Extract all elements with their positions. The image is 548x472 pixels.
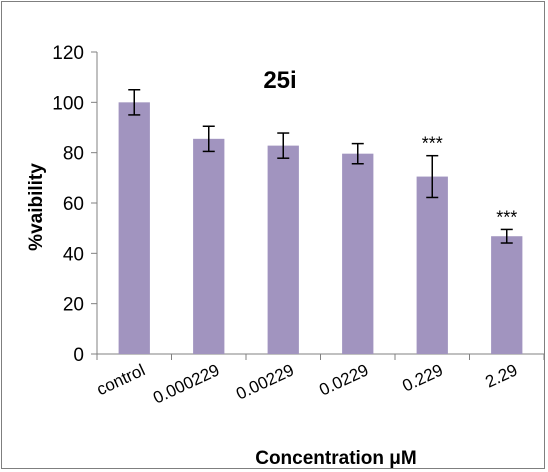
y-tick-label: 80 <box>63 144 84 165</box>
y-tick-label: 120 <box>52 43 84 64</box>
bar-0.0229 <box>342 153 374 354</box>
y-tick-label: 20 <box>63 295 84 316</box>
y-tick-label: 40 <box>63 244 84 265</box>
y-tick-label: 0 <box>73 345 84 366</box>
error-bar-control <box>128 89 141 116</box>
significance-labels: *** *** <box>422 134 518 228</box>
x-axis-title: Concentration μM <box>255 448 417 469</box>
bar-control <box>118 102 150 354</box>
category-label: control <box>94 360 148 399</box>
category-label: 0.229 <box>399 360 446 395</box>
category-label: 2.29 <box>482 360 520 391</box>
error-bar-2.29 <box>500 228 513 244</box>
x-axis <box>96 353 545 360</box>
category-labels: control 0.000229 0.00229 0.0229 0.229 2.29 <box>94 360 521 407</box>
y-tick-label: 100 <box>52 93 84 114</box>
error-bar-0.229 <box>426 154 439 199</box>
category-label: 0.0229 <box>316 360 371 399</box>
error-bar-0.000229 <box>202 125 215 153</box>
y-axis: 0 20 40 60 80 100 120 <box>52 43 98 366</box>
error-bar-0.0229 <box>351 142 364 165</box>
bar-0.000229 <box>193 138 225 354</box>
category-label: 0.000229 <box>150 360 222 407</box>
bar-0.00229 <box>267 145 299 354</box>
significance-label: *** <box>422 134 443 154</box>
error-bar-0.00229 <box>277 132 290 159</box>
significance-label: *** <box>496 207 517 227</box>
bar-2.29 <box>491 236 523 354</box>
bars <box>118 102 523 354</box>
chart-title: 25i <box>263 67 296 94</box>
error-bars <box>128 89 513 244</box>
y-tick-label: 60 <box>63 194 84 215</box>
category-label: 0.00229 <box>233 360 297 403</box>
y-axis-title: %vaibility <box>26 163 47 251</box>
bar-0.229 <box>416 176 448 354</box>
